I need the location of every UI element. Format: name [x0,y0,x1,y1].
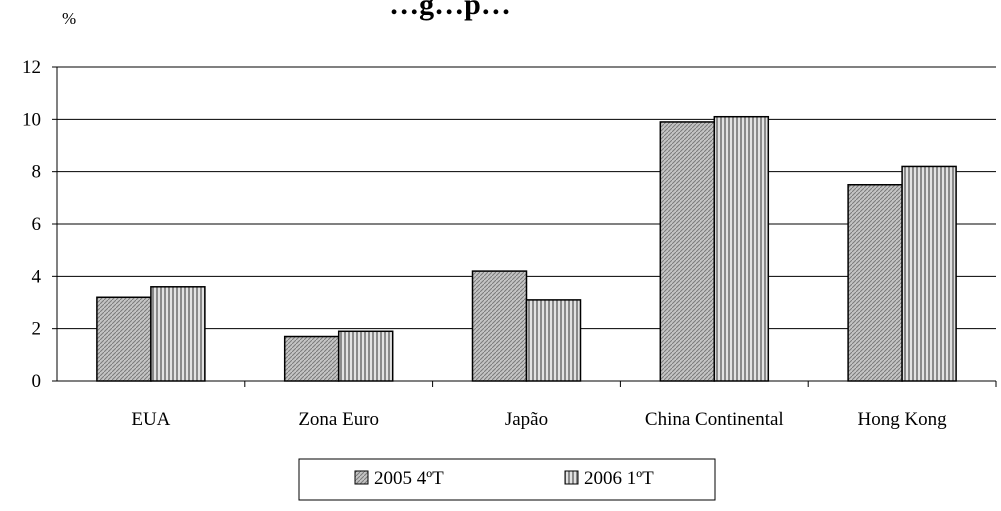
y-axis-unit-label: % [62,9,76,28]
bars [96,115,957,382]
x-category-label-eua: EUA [131,409,170,430]
bar-japao-2006-1-t [525,299,582,382]
bar-eua-2005-4-t [96,296,152,382]
legend-label-2005-4t: 2005 4ºT [374,468,444,489]
legend-label-2006-1t: 2006 1ºT [584,468,654,489]
x-category-label-japao: Japão [505,409,548,430]
y-tick-label-0: 0 [32,371,42,392]
bar-china-continental-2006-1-t [713,115,770,382]
y-tick-label-4: 4 [32,266,42,287]
bar-japao-2005-4-t [471,270,528,382]
gridlines [57,66,996,330]
y-tick-label-12: 12 [22,57,41,78]
legend-swatch-2005-4t [354,470,369,485]
x-category-label-hong-kong: Hong Kong [857,409,947,430]
legend-swatch-2006-1t [564,470,579,485]
y-tick-label-10: 10 [22,109,41,130]
y-tick-label-8: 8 [32,162,42,183]
bar-hong-kong-2005-4-t [847,184,903,382]
axes [52,66,997,387]
y-tick-label-6: 6 [32,214,42,235]
bar-zona-euro-2005-4-t [283,335,340,382]
bar-eua-2006-1-t [150,286,206,382]
legend: 2005 4ºT 2006 1ºT [298,458,716,501]
x-category-label-china-continental: China Continental [645,409,784,430]
bar-hong-kong-2006-1-t [901,165,957,382]
y-axis-tick-labels: 0 2 4 6 8 10 12 [22,57,42,392]
y-tick-label-2: 2 [32,319,42,340]
chart-title: …g…p… [389,0,511,21]
x-category-label-zona-euro: Zona Euro [298,409,379,430]
bar-china-continental-2005-4-t [659,121,716,382]
bar-zona-euro-2006-1-t [337,330,394,382]
x-axis-category-labels: EUA Zona Euro Japão China Continental Hong K… [131,409,947,430]
